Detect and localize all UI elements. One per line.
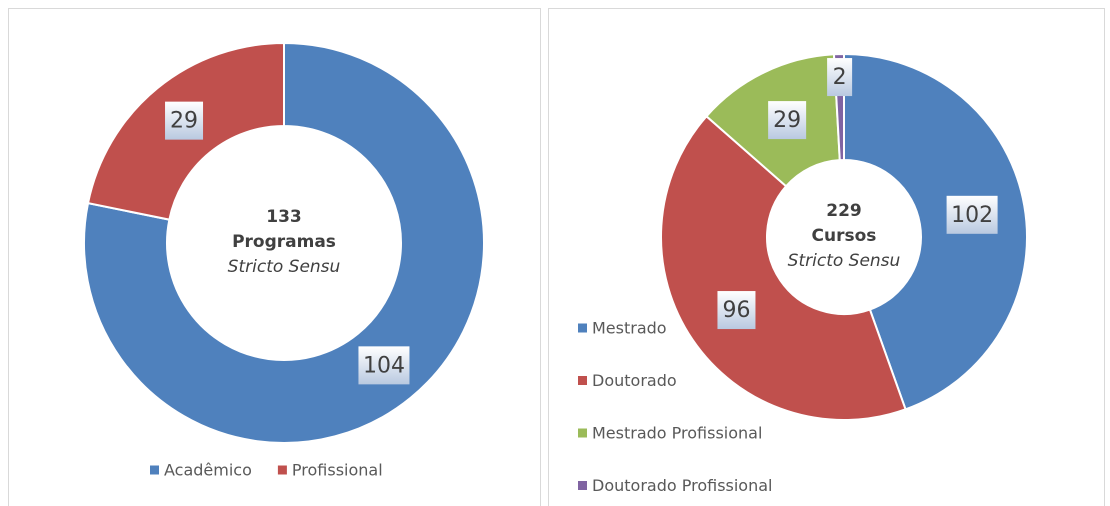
legend-label: Acadêmico [164,461,252,480]
legend-label: Profissional [292,461,383,480]
legend-swatch [150,465,159,475]
center-text: Stricto Sensu [788,251,901,271]
data-label-box [165,101,204,140]
data-label-box [946,195,998,234]
center-text: 133 [266,207,302,227]
legend-swatch [578,428,587,438]
data-label: 29 [773,108,801,133]
data-label: 102 [951,203,993,228]
legend-label: Doutorado [592,371,677,390]
data-label-box [358,346,410,385]
center-text: Stricto Sensu [228,257,341,277]
legend-label: Doutorado Profissional [592,476,772,495]
data-label: 2 [833,65,847,90]
legend-swatch [578,323,587,333]
center-text: Programas [232,232,336,252]
legend-swatch [578,481,587,490]
legend-swatch [578,376,587,385]
donut-slice [83,41,485,444]
center-text: 229 [826,201,862,221]
data-label-box [768,101,807,140]
center-text: Cursos [812,226,877,246]
donut-slice [660,114,907,421]
legend-label: Mestrado [592,319,667,338]
data-label: 104 [363,353,405,378]
donut-slice [843,52,1028,411]
data-label: 96 [722,298,750,323]
data-label-box [827,58,853,97]
legend-label: Mestrado Profissional [592,424,762,443]
legend-swatch [277,465,287,475]
data-label-box [717,291,756,330]
data-label: 29 [170,109,198,134]
